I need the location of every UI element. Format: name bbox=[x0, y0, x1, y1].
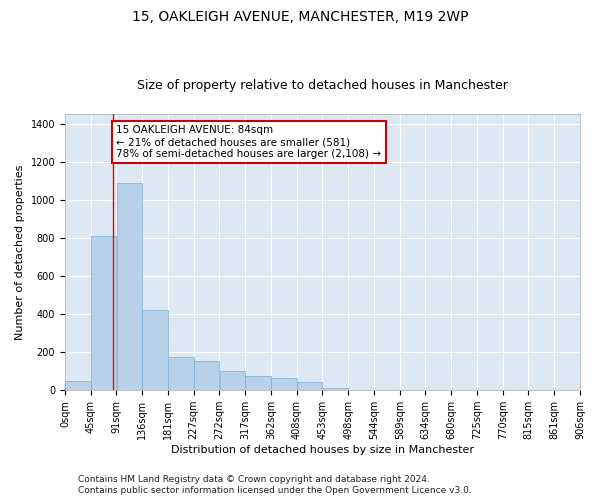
Bar bbox=[91, 236, 116, 390]
Y-axis label: Number of detached properties: Number of detached properties bbox=[15, 164, 25, 340]
Bar bbox=[323, 388, 348, 390]
Text: 15, OAKLEIGH AVENUE, MANCHESTER, M19 2WP: 15, OAKLEIGH AVENUE, MANCHESTER, M19 2WP bbox=[132, 10, 468, 24]
Bar bbox=[65, 380, 91, 390]
Bar bbox=[271, 378, 296, 390]
Bar bbox=[194, 360, 220, 390]
Bar bbox=[245, 376, 271, 390]
Bar bbox=[142, 310, 168, 390]
Text: Contains public sector information licensed under the Open Government Licence v3: Contains public sector information licen… bbox=[78, 486, 472, 495]
Title: Size of property relative to detached houses in Manchester: Size of property relative to detached ho… bbox=[137, 79, 508, 92]
Text: 15 OAKLEIGH AVENUE: 84sqm
← 21% of detached houses are smaller (581)
78% of semi: 15 OAKLEIGH AVENUE: 84sqm ← 21% of detac… bbox=[116, 126, 382, 158]
Text: Contains HM Land Registry data © Crown copyright and database right 2024.: Contains HM Land Registry data © Crown c… bbox=[78, 475, 430, 484]
Bar bbox=[220, 371, 245, 390]
X-axis label: Distribution of detached houses by size in Manchester: Distribution of detached houses by size … bbox=[171, 445, 474, 455]
Bar bbox=[116, 182, 142, 390]
Bar bbox=[297, 382, 322, 390]
Bar bbox=[168, 357, 194, 390]
